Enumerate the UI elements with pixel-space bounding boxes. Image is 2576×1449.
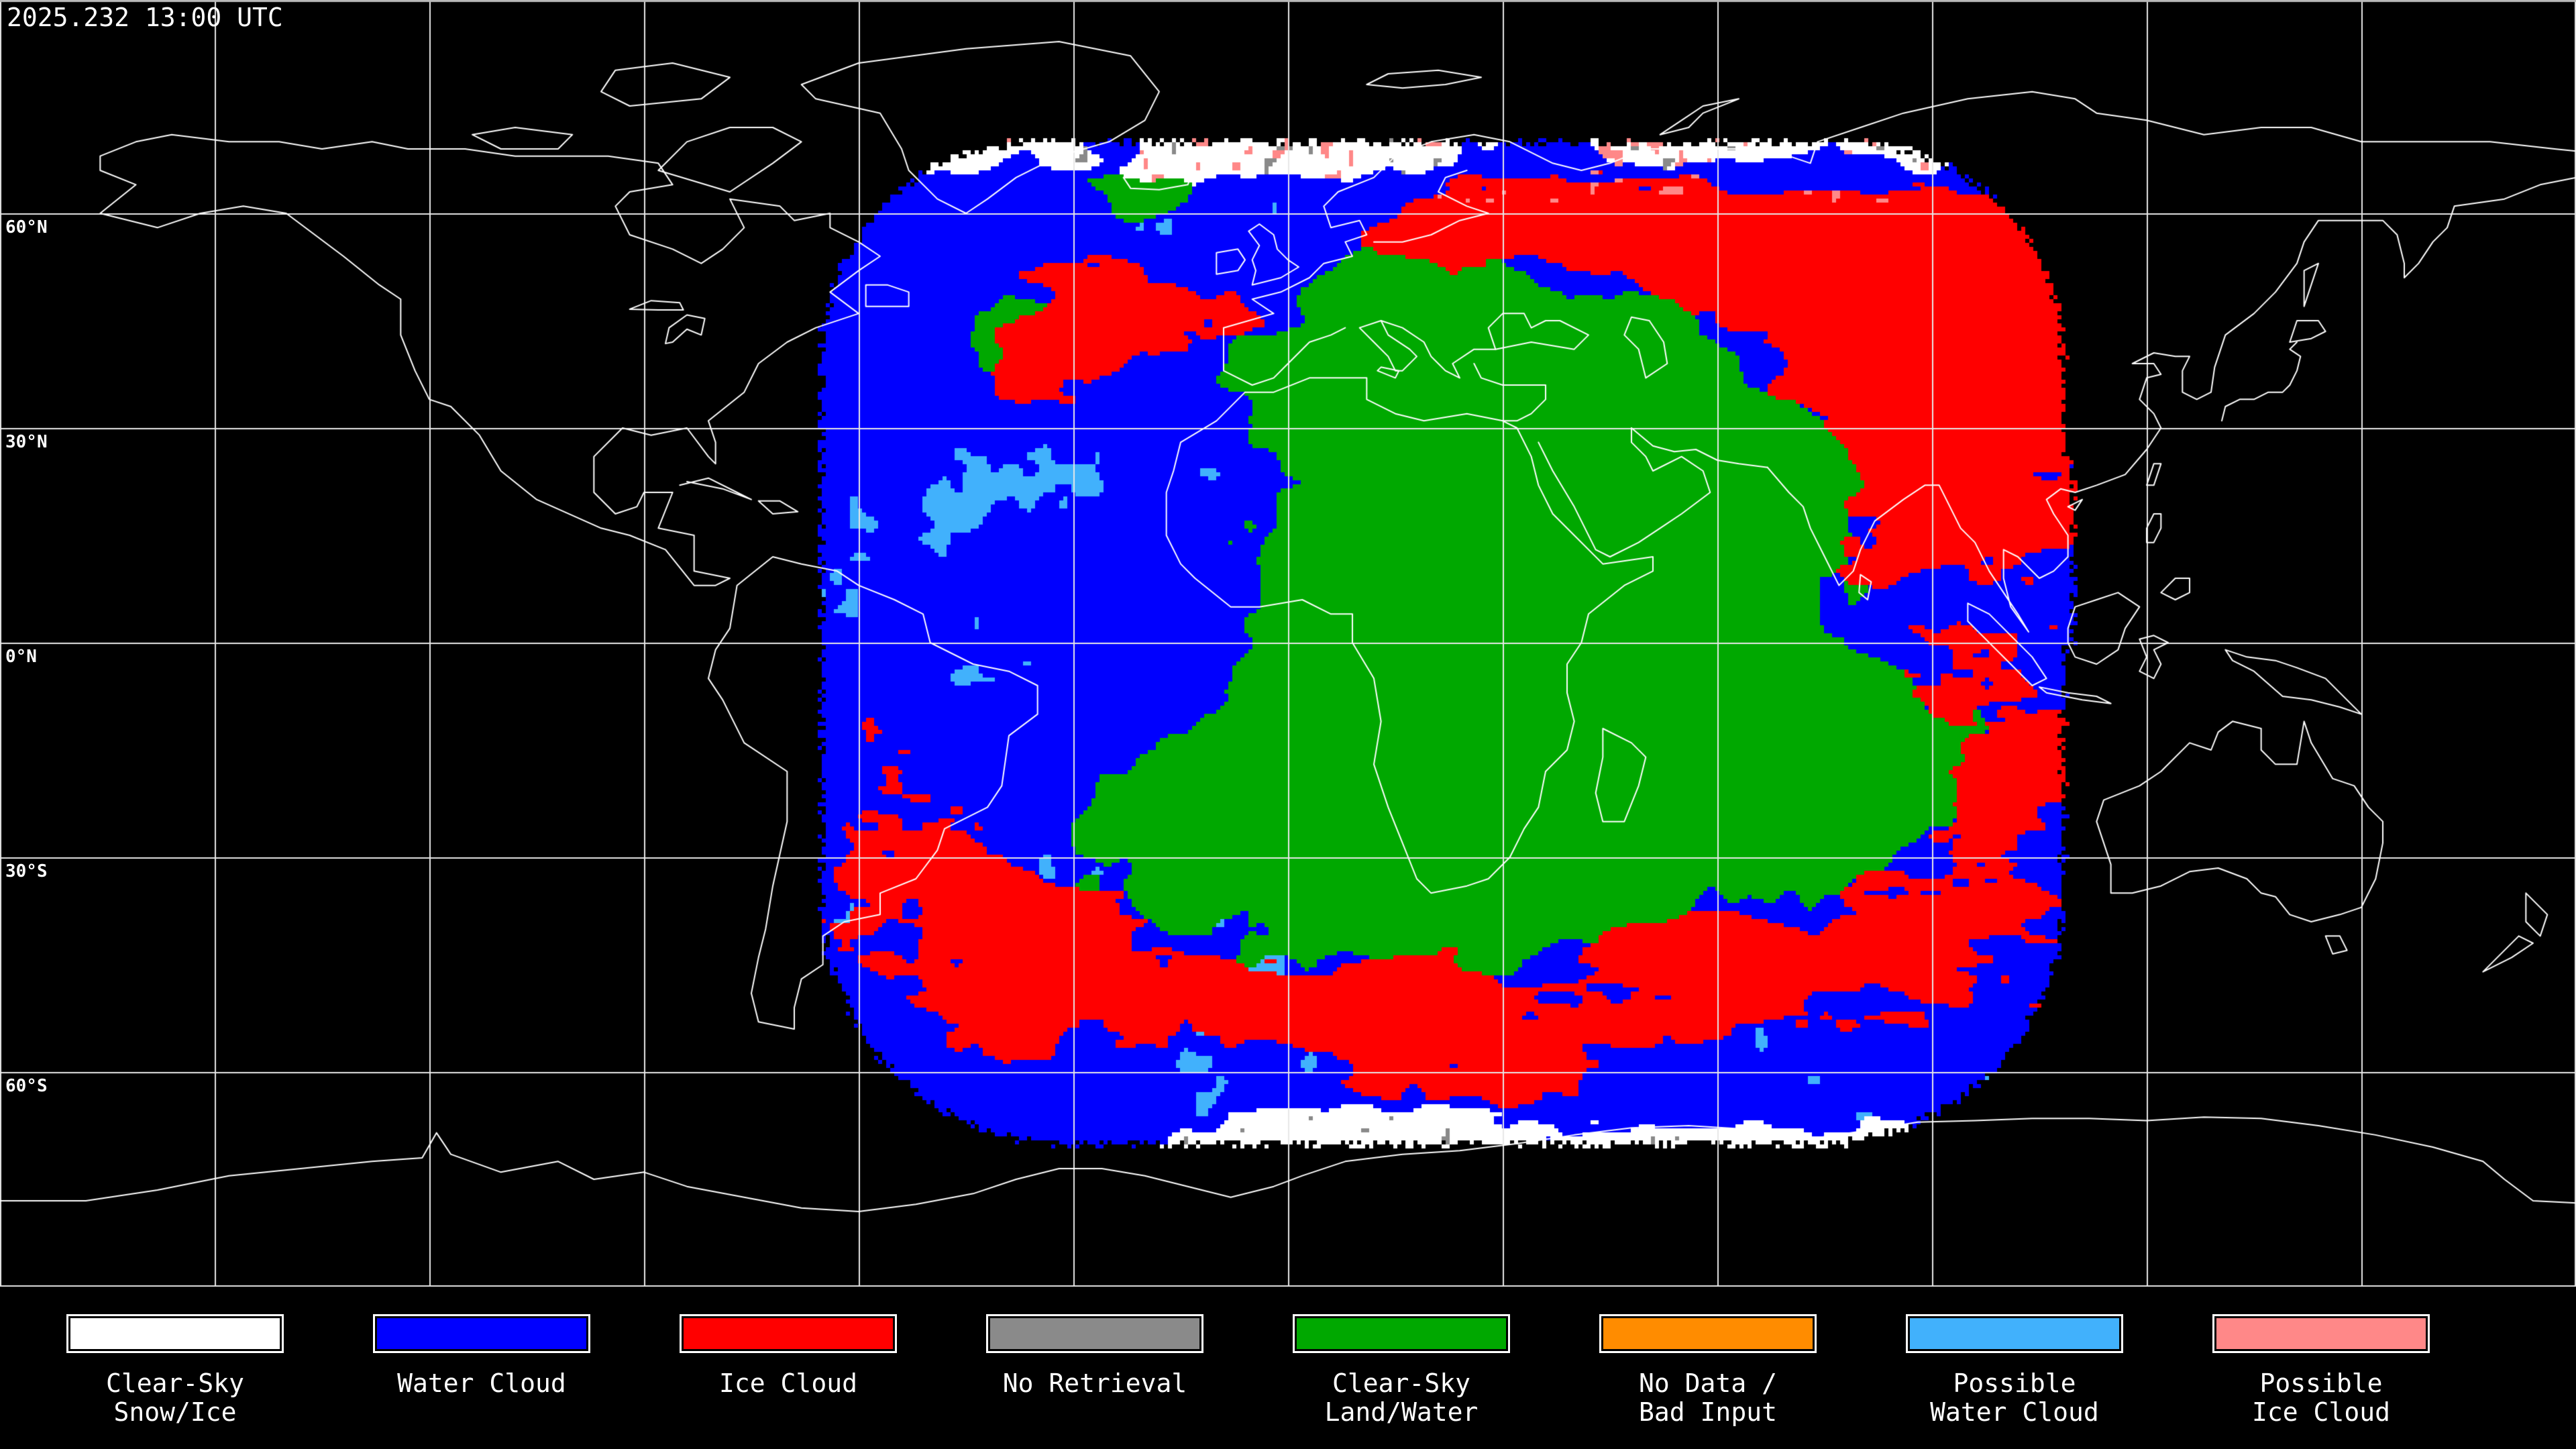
legend-item: Possible Ice Cloud — [2187, 1314, 2455, 1427]
legend-label-line: No Retrieval — [1002, 1368, 1187, 1398]
legend-label-line: Possible — [1953, 1368, 2076, 1398]
legend-swatch — [1906, 1314, 2123, 1353]
latitude-label: 0°N — [5, 647, 37, 667]
legend-label-line: Ice Cloud — [719, 1368, 857, 1398]
legend-swatch — [680, 1314, 897, 1353]
legend-label-line: Snow/Ice — [113, 1397, 237, 1427]
latitude-label: 60°S — [5, 1076, 48, 1096]
legend-label: Clear-Sky Snow/Ice — [41, 1369, 309, 1427]
legend-label-line: Clear-Sky — [106, 1368, 244, 1398]
legend-label: Water Cloud — [347, 1369, 616, 1398]
legend-label: Possible Water Cloud — [1880, 1369, 2149, 1427]
legend-label: Clear-Sky Land/Water — [1267, 1369, 1536, 1427]
legend-swatch — [2212, 1314, 2430, 1353]
legend-swatch — [1293, 1314, 1510, 1353]
legend-label-line: No Data / — [1639, 1368, 1777, 1398]
legend-label-line: Clear-Sky — [1332, 1368, 1470, 1398]
legend-label-line: Water Cloud — [397, 1368, 566, 1398]
legend-swatch — [66, 1314, 284, 1353]
legend-item: Clear-Sky Land/Water — [1267, 1314, 1536, 1427]
legend-label: Possible Ice Cloud — [2187, 1369, 2455, 1427]
legend-label: No Retrieval — [961, 1369, 1229, 1398]
legend-item: Ice Cloud — [654, 1314, 922, 1398]
legend-label-line: Land/Water — [1324, 1397, 1479, 1427]
legend-item: Water Cloud — [347, 1314, 616, 1398]
legend-label-line: Bad Input — [1639, 1397, 1777, 1427]
legend-label-line: Ice Cloud — [2252, 1397, 2390, 1427]
latitude-label: 30°N — [5, 432, 48, 452]
legend-swatch — [986, 1314, 1203, 1353]
legend-swatch — [373, 1314, 590, 1353]
legend-item: Possible Water Cloud — [1880, 1314, 2149, 1427]
legend-item: No Data / Bad Input — [1574, 1314, 1842, 1427]
legend-item: Clear-Sky Snow/Ice — [41, 1314, 309, 1427]
legend-label-line: Possible — [2259, 1368, 2383, 1398]
legend-label-line: Water Cloud — [1930, 1397, 2099, 1427]
legend-label: Ice Cloud — [654, 1369, 922, 1398]
legend-label: No Data / Bad Input — [1574, 1369, 1842, 1427]
latitude-label: 60°N — [5, 217, 48, 237]
latitude-label: 30°S — [5, 861, 48, 881]
legend-swatch — [1599, 1314, 1817, 1353]
legend-item: No Retrieval — [961, 1314, 1229, 1398]
timestamp-label: 2025.232 13:00 UTC — [7, 3, 283, 32]
